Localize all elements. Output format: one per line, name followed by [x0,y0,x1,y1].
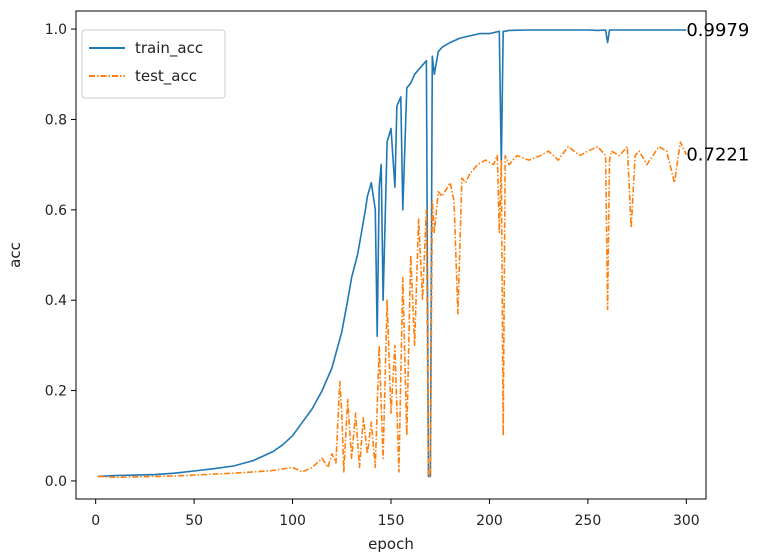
x-tick-label: 250 [575,513,602,529]
y-tick-label: 0.4 [45,293,67,309]
legend-label-test-acc: test_acc [135,67,197,86]
y-tick-label: 0.0 [45,474,67,490]
y-tick-label: 1.0 [45,22,67,38]
y-tick-label: 0.2 [45,384,67,400]
legend-label-train-acc: train_acc [135,39,203,58]
x-tick-label: 100 [279,513,306,529]
x-tick-label: 300 [673,513,700,529]
value-annotation: 0.7221 [686,145,749,166]
legend: train_acc test_acc [81,29,226,99]
x-tick-label: 150 [378,513,405,529]
annotations: 0.9979 0.7221 [686,20,749,166]
series-line-train-acc [97,29,687,478]
series-line-test-acc [97,141,688,479]
x-axis-label: epoch [368,535,414,552]
x-tick-label: 0 [91,513,100,529]
y-axis-label: acc [6,242,24,268]
y-tick-label: 0.8 [45,112,67,128]
x-tick-label: 50 [185,513,203,529]
plot-area [97,29,688,479]
y-tick-label: 0.6 [45,203,67,219]
x-tick-label: 200 [476,513,503,529]
value-annotation: 0.9979 [686,20,749,41]
axes: 0 50 100 150 200 250 300 0.0 0.2 0.4 0.6 0.8 1.0 [45,10,707,529]
